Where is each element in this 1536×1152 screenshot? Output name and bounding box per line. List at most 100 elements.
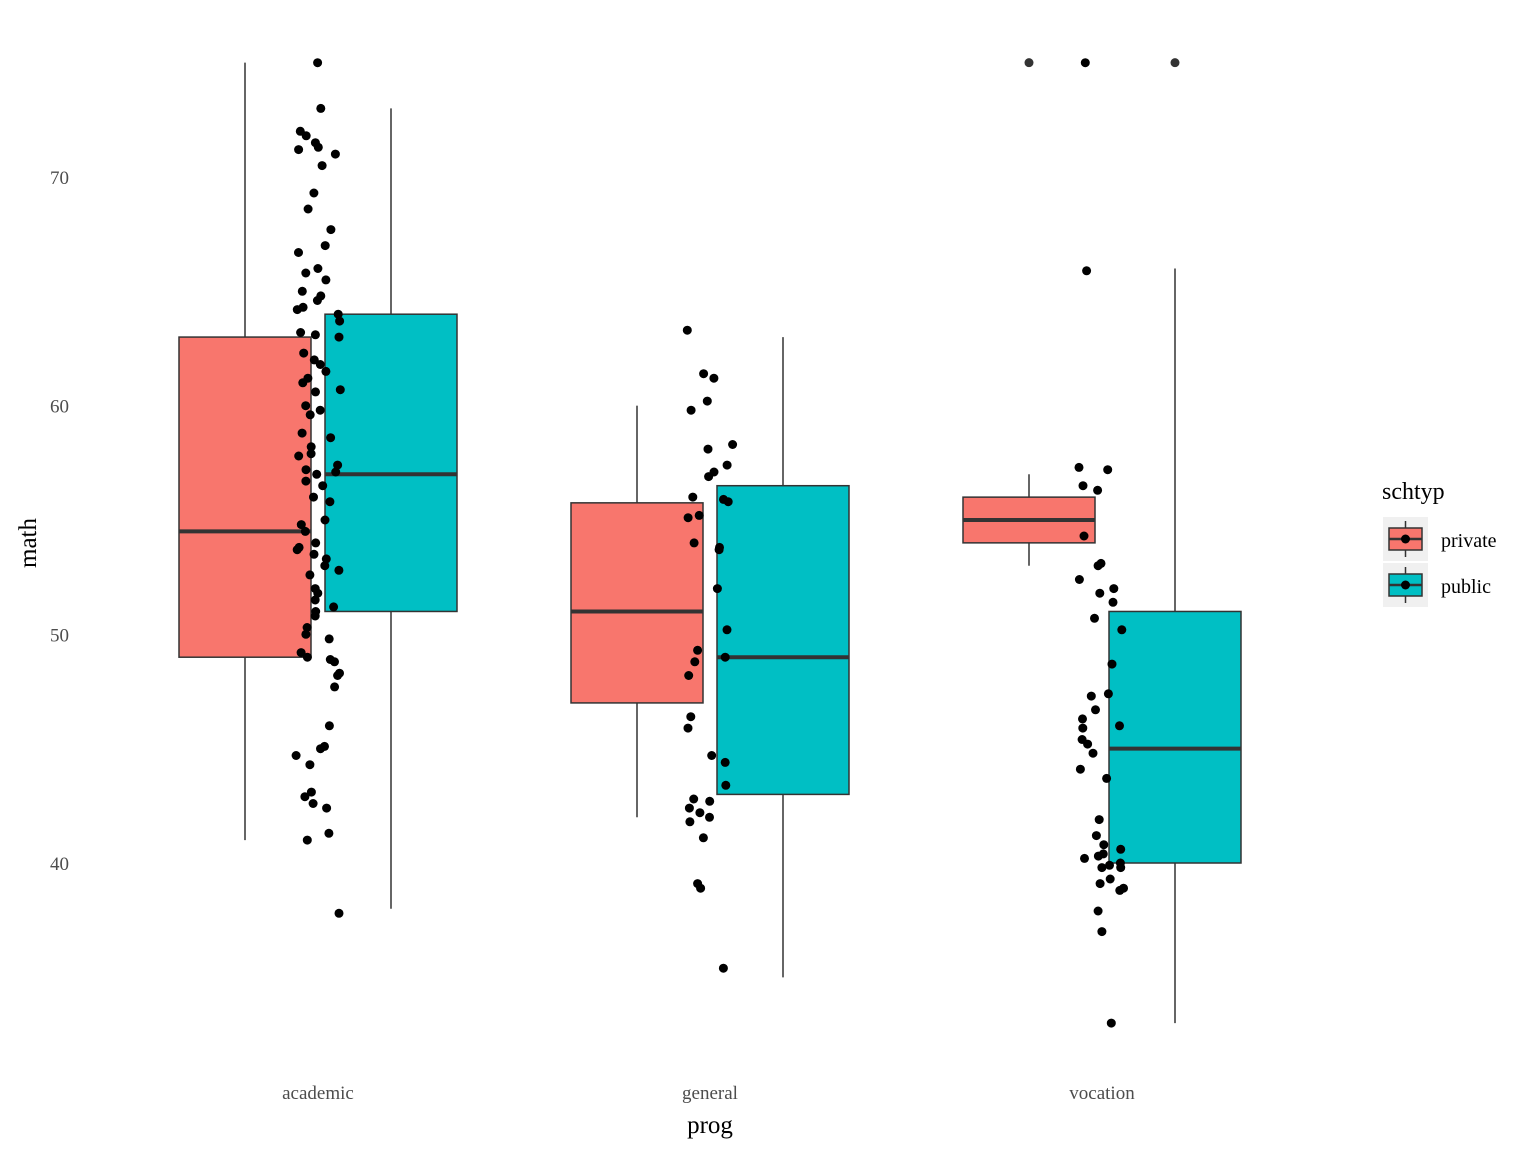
jitter-point bbox=[291, 751, 301, 760]
jitter-point bbox=[1097, 927, 1107, 937]
legend-key-point bbox=[1401, 534, 1410, 544]
y-axis-ticks: 40 50 60 70 bbox=[50, 168, 69, 875]
jitter-point bbox=[1090, 613, 1099, 623]
jitter-point bbox=[1075, 764, 1085, 774]
jitter-point bbox=[1103, 465, 1113, 475]
jitter-point bbox=[1078, 723, 1088, 733]
jitter-point bbox=[326, 433, 336, 443]
jitter-point bbox=[1099, 840, 1109, 850]
legend-label: private bbox=[1441, 530, 1497, 552]
jitter-point bbox=[320, 515, 330, 525]
jitter-point bbox=[324, 828, 334, 838]
jitter-point bbox=[1115, 885, 1125, 895]
legend: schtyp private public bbox=[1382, 479, 1497, 607]
jitter-point bbox=[301, 465, 311, 475]
box-public-academic bbox=[324, 108, 458, 909]
jitter-point bbox=[294, 248, 303, 257]
jitter-point bbox=[303, 204, 313, 214]
jitter-point bbox=[1116, 844, 1126, 854]
jitter-point bbox=[297, 286, 307, 296]
jitter-point bbox=[1079, 531, 1089, 541]
jitter-point bbox=[723, 497, 733, 507]
jitter-point bbox=[682, 325, 692, 335]
jitter-point bbox=[1095, 879, 1105, 889]
jitter-point bbox=[1093, 485, 1103, 495]
jitter-point bbox=[1078, 714, 1087, 724]
jitter-point bbox=[297, 428, 307, 438]
outlier-point bbox=[1024, 58, 1034, 68]
x-axis-ticks: academic general vocation bbox=[282, 1083, 1135, 1104]
jitter-point bbox=[301, 476, 311, 486]
jitter-point bbox=[326, 225, 336, 235]
jitter-point bbox=[720, 757, 730, 767]
jitter-point bbox=[315, 405, 325, 415]
jitter-point bbox=[1105, 874, 1115, 884]
jitter-point bbox=[1095, 588, 1105, 598]
jitter-point bbox=[683, 723, 693, 733]
jitter-point bbox=[1080, 58, 1090, 68]
jitter-point bbox=[294, 145, 304, 155]
jitter-point bbox=[302, 652, 312, 662]
box-body bbox=[178, 336, 312, 658]
jitter-point bbox=[1108, 597, 1118, 607]
x-axis-title: prog bbox=[687, 1112, 733, 1139]
jitter-point bbox=[334, 908, 344, 918]
jitter-point bbox=[705, 812, 714, 822]
jitter-point bbox=[301, 268, 311, 278]
jitter-point bbox=[316, 103, 326, 113]
jitter-point bbox=[310, 595, 320, 605]
jitter-point bbox=[694, 510, 704, 520]
jitter-point bbox=[1080, 853, 1089, 863]
legend-item-public: public bbox=[1383, 563, 1491, 607]
jitter-point bbox=[294, 451, 304, 461]
jitter-point bbox=[720, 652, 730, 662]
jitter-point bbox=[306, 442, 316, 452]
jitter-point bbox=[709, 373, 719, 383]
jitter-point bbox=[705, 796, 715, 806]
jitter-point bbox=[331, 467, 341, 477]
jitter-point bbox=[689, 794, 699, 804]
box-body bbox=[324, 313, 458, 613]
jitter-point bbox=[722, 625, 732, 635]
jitter-point bbox=[324, 721, 334, 731]
outlier-point bbox=[1170, 58, 1180, 68]
jitter-point bbox=[1086, 691, 1096, 701]
jitter-point bbox=[335, 316, 345, 326]
jitter-point bbox=[690, 657, 700, 667]
y-axis-title: math bbox=[15, 518, 42, 568]
jitter-point bbox=[683, 513, 693, 523]
jitter-point bbox=[1102, 773, 1112, 783]
jitter-point bbox=[703, 444, 713, 454]
box-body bbox=[1108, 610, 1242, 864]
jitter-point bbox=[305, 760, 315, 770]
jitter-point bbox=[301, 629, 311, 639]
jitter-point bbox=[322, 803, 332, 813]
jitter-point bbox=[1107, 659, 1117, 669]
jitter-point bbox=[301, 131, 311, 141]
jitter-point bbox=[299, 348, 309, 358]
jitter-point bbox=[333, 460, 343, 470]
jitter-point bbox=[324, 634, 334, 644]
jitter-point bbox=[1117, 625, 1127, 635]
jitter-point bbox=[1074, 575, 1084, 584]
jitter-point bbox=[312, 469, 322, 479]
jitter-point bbox=[310, 611, 320, 621]
jitter-point bbox=[1078, 481, 1088, 491]
box-public-general bbox=[716, 337, 850, 978]
jitter-point bbox=[712, 584, 722, 594]
jitter-point bbox=[686, 405, 696, 415]
jitter-point bbox=[1093, 906, 1103, 916]
jitter-point bbox=[302, 835, 312, 845]
legend-item-private: private bbox=[1383, 517, 1497, 561]
jitter-point bbox=[300, 792, 310, 802]
legend-title: schtyp bbox=[1382, 479, 1445, 505]
jitter-point bbox=[1074, 462, 1084, 472]
jitter-point bbox=[313, 588, 323, 598]
jitter-point bbox=[310, 330, 320, 340]
jitter-point bbox=[704, 472, 714, 482]
jitter-point bbox=[330, 682, 340, 692]
jitter-point bbox=[311, 387, 320, 397]
jitter-point bbox=[718, 963, 728, 973]
jitter-point bbox=[728, 440, 738, 449]
jitter-point bbox=[321, 554, 331, 564]
